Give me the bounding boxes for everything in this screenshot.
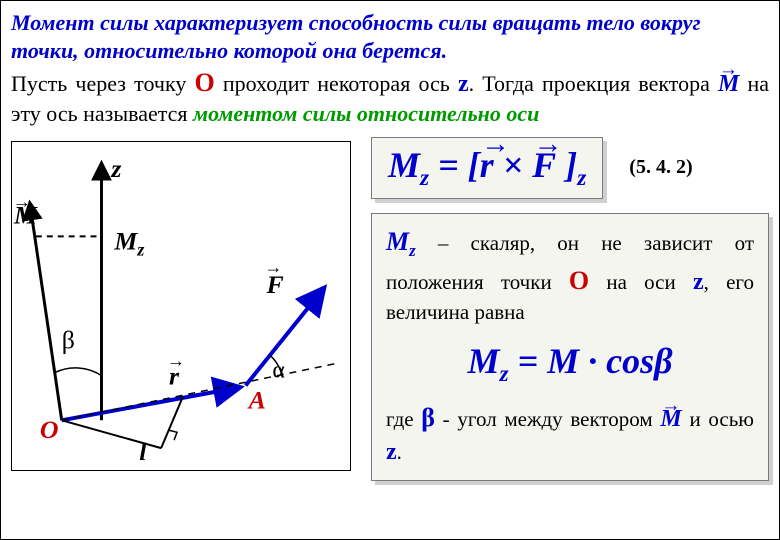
w2: - угол между вектором	[435, 407, 660, 431]
setup-paragraph: Пусть через точку О проходит некоторая о…	[11, 66, 769, 129]
M-arrow: →	[13, 191, 31, 211]
right-angle	[169, 430, 177, 440]
beta-arc	[55, 368, 102, 376]
equation-number: (5. 4. 2)	[629, 156, 692, 179]
beta-label: β	[62, 326, 75, 355]
eq-r: r	[480, 144, 494, 186]
z-inline: z	[693, 269, 704, 295]
eq2-cos: · cos	[579, 341, 654, 381]
Mz-label: Mz	[113, 226, 144, 259]
O-label: О	[40, 415, 59, 444]
w-M: M	[660, 403, 681, 435]
A-label: A	[247, 385, 266, 414]
eq-sub2: z	[577, 165, 586, 191]
w1: где	[386, 407, 421, 431]
M-vector-line	[30, 203, 62, 420]
eq-sub: z	[420, 165, 429, 191]
text: . Тогда проекция вектора	[469, 71, 718, 96]
eq2-content: Mz = M · cosβ	[467, 341, 672, 381]
equation-1-box: Mz = [r × F ]z	[371, 137, 603, 199]
eq2-M2: M	[547, 341, 579, 381]
diagram-box: z M → Mz β r → F →	[11, 141, 351, 471]
eq2-M1: M	[467, 341, 499, 381]
l-perp	[161, 396, 183, 448]
equation-2: Mz = M · cosβ	[386, 337, 754, 391]
text-column: Mz = [r × F ]z (5. 4. 2) Mz – скаляр, он…	[361, 137, 769, 481]
w4: .	[397, 440, 402, 464]
scalar-explanation-box: Mz – скаляр, он не зависит от положения …	[371, 213, 769, 481]
F-arrow: →	[264, 257, 282, 277]
eq-br: = [	[429, 145, 480, 185]
text: Пусть через точку	[11, 71, 194, 96]
point-O: О	[194, 68, 214, 97]
definition-paragraph: Момент силы характеризует способность си…	[11, 9, 769, 64]
scalar-text: Mz – скаляр, он не зависит от положения …	[386, 224, 754, 327]
O-inline: О	[569, 266, 589, 295]
equation-row-1: Mz = [r × F ]z (5. 4. 2)	[371, 137, 769, 199]
eq2-eq: =	[509, 341, 548, 381]
eq-F: F	[532, 144, 556, 186]
term-moment-axis: моментом силы относительно оси	[193, 101, 539, 126]
eq-M: M	[388, 145, 420, 185]
r-arrow: →	[167, 350, 185, 370]
diagram-column: z M → Mz β r → F →	[11, 137, 361, 481]
w3: и осью	[689, 407, 754, 431]
l-label: l	[139, 437, 147, 466]
equation-1: Mz = [r × F ]z	[388, 145, 586, 185]
vector-M: M	[718, 69, 739, 100]
Mz-inline: Mz	[386, 227, 416, 256]
z-label: z	[110, 154, 121, 183]
eq2-beta: β	[654, 341, 672, 381]
definition-text: Момент силы характеризует способность си…	[11, 10, 701, 63]
axis-z: z	[458, 71, 469, 97]
where-text: где β - угол между вектором M и осью z.	[386, 400, 754, 468]
w-beta: β	[421, 403, 435, 432]
eq2-sub: z	[499, 361, 508, 387]
content-row: z M → Mz β r → F →	[11, 137, 769, 481]
alpha-label: α	[272, 357, 285, 383]
vector-diagram: z M → Mz β r → F →	[12, 142, 350, 470]
text: проходит некоторая ось	[215, 71, 458, 96]
t2: на оси	[589, 270, 693, 294]
dashed-line	[62, 362, 340, 420]
w-z: z	[386, 439, 397, 465]
